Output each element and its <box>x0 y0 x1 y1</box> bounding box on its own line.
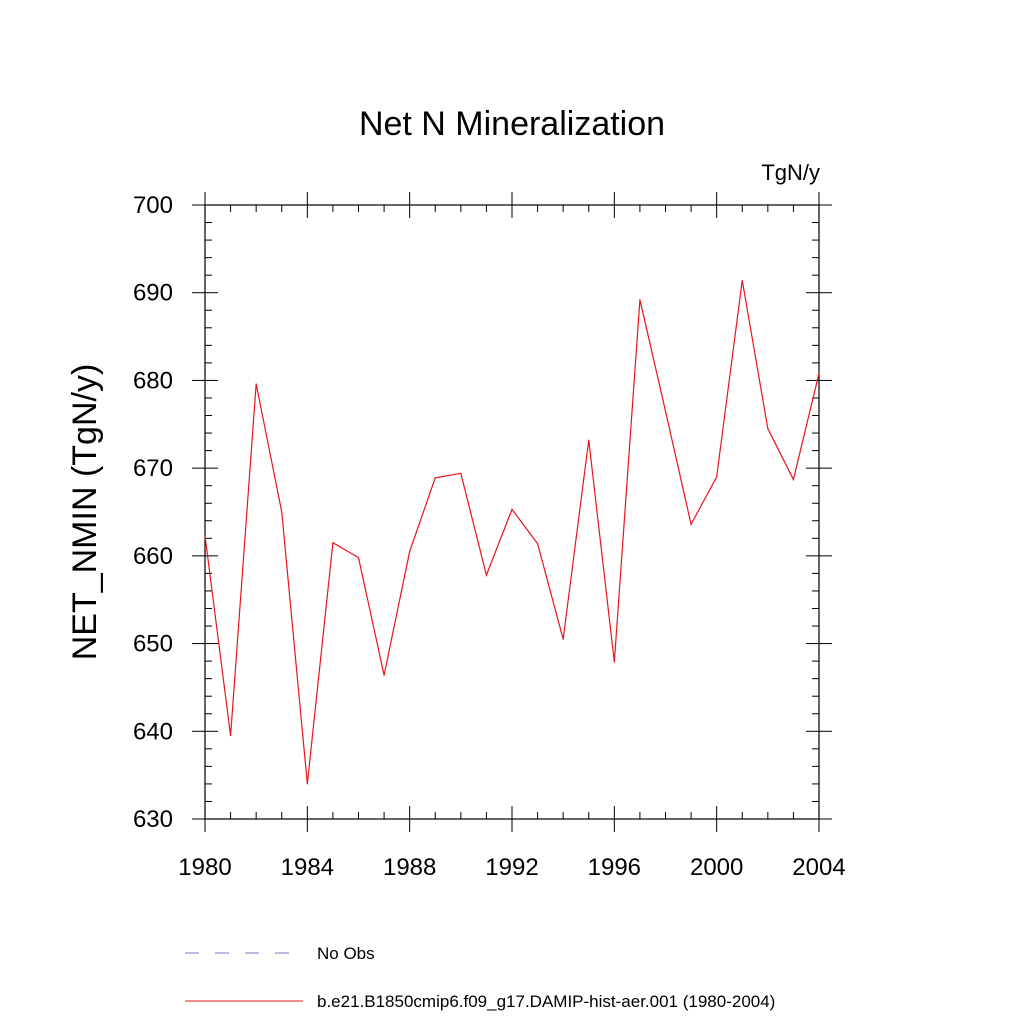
y-tick-label: 630 <box>133 806 173 833</box>
y-tick-label: 690 <box>133 280 173 307</box>
x-tick-label: 1980 <box>178 854 231 881</box>
data-point <box>460 472 462 475</box>
series-line <box>204 280 820 784</box>
y-tick-label: 680 <box>133 367 173 394</box>
data-point <box>229 735 232 737</box>
data-point <box>332 542 334 544</box>
x-tick-label: 1988 <box>383 854 436 881</box>
data-point <box>639 299 641 301</box>
y-tick-label: 660 <box>133 543 173 570</box>
data-point <box>767 428 769 430</box>
data-point <box>434 477 436 479</box>
data-point <box>306 783 308 785</box>
y-axis-label: NET_NMIN (TgN/y) <box>66 364 104 661</box>
legend-label: No Obs <box>317 944 375 963</box>
data-point <box>690 523 692 525</box>
x-tick-label: 1996 <box>588 854 641 881</box>
data-point <box>562 638 564 640</box>
legend: No Obs b.e21.B1850cmip6.f09_g17.DAMIP-his… <box>185 944 775 1011</box>
x-axis-ticks: 1980 1984 1988 1992 1996 2000 2004 <box>178 192 846 881</box>
legend-label: b.e21.B1850cmip6.f09_g17.DAMIP-hist-aer.… <box>317 992 775 1011</box>
data-point <box>204 535 206 537</box>
data-point <box>716 476 718 478</box>
data-point <box>255 383 257 385</box>
data-point <box>383 674 385 676</box>
series-layer <box>204 279 820 785</box>
y-axis-ticks: 630 640 650 660 670 680 690 700 <box>133 192 832 833</box>
y-tick-label: 700 <box>133 192 173 219</box>
x-tick-label: 2004 <box>792 854 845 881</box>
units-label: TgN/y <box>761 160 820 185</box>
x-tick-label: 2000 <box>690 854 743 881</box>
data-point <box>281 511 283 513</box>
plot-frame <box>204 204 820 820</box>
y-tick-label: 640 <box>133 718 173 745</box>
data-point <box>485 574 488 576</box>
data-point <box>357 557 360 559</box>
data-point <box>664 410 667 412</box>
data-point <box>792 478 795 481</box>
data-point <box>536 542 539 545</box>
x-tick-label: 1992 <box>485 854 538 881</box>
data-point <box>588 439 590 441</box>
y-tick-label: 670 <box>133 455 173 482</box>
data-point <box>613 661 615 663</box>
data-point <box>409 550 411 553</box>
y-tick-label: 650 <box>133 631 173 658</box>
chart-title: Net N Mineralization <box>359 105 665 143</box>
x-tick-label: 1984 <box>281 854 334 881</box>
data-point <box>511 508 513 510</box>
data-point <box>741 279 743 282</box>
data-point <box>818 372 820 375</box>
